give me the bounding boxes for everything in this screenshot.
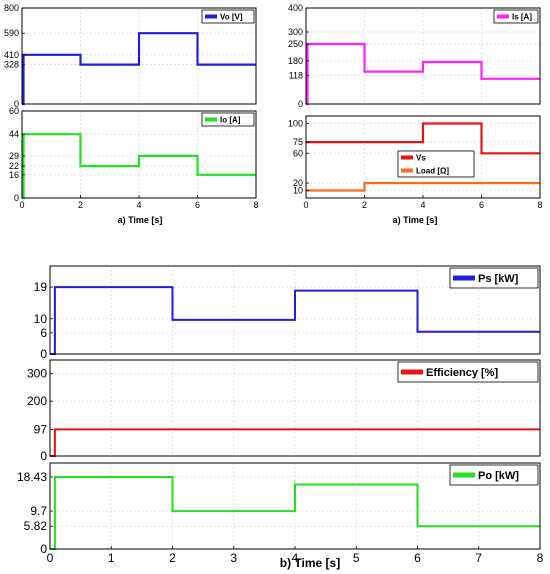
y-tick-label: 250 <box>288 39 303 49</box>
y-tick-label: 0 <box>40 347 47 361</box>
legend-label: Load [Ω] <box>416 167 449 176</box>
legend-box <box>397 361 539 383</box>
x-axis-label-a-right: a) Time [s] <box>393 215 438 225</box>
chart-panel-b-Po: 0 5.829.7 18.43 0 1 2 3 4 5 6 7 8 Po [kW] <box>17 462 544 565</box>
axes-frame <box>49 265 541 355</box>
y-tick-label: 180 <box>288 56 303 66</box>
y-tick-label: 0 <box>14 193 19 203</box>
y-tick-label: 410 <box>4 50 19 60</box>
legend-label: Ps [kW] <box>478 273 519 285</box>
y-tick-label: 29 <box>9 151 19 161</box>
y-tick-label: 44 <box>9 129 19 139</box>
x-tick-label: 2 <box>169 551 176 565</box>
y-tick-label: 328 <box>4 60 19 70</box>
legend-label: Is [A] <box>512 13 532 22</box>
y-tick-label: 16 <box>9 170 19 180</box>
series-line-1 <box>306 182 540 192</box>
y-tick-label: 18.43 <box>17 470 47 484</box>
series-line-0 <box>50 286 540 355</box>
axes-frame <box>21 7 257 105</box>
series-line-0 <box>306 42 540 106</box>
y-tick-label: 0 <box>14 99 19 109</box>
y-tick-label: 0 <box>40 542 47 556</box>
legend-box <box>493 9 539 24</box>
x-tick-label: 6 <box>479 200 484 210</box>
series-line-0 <box>22 32 256 106</box>
legend: Io [A] <box>201 112 255 127</box>
y-tick-label: 10 <box>34 312 48 326</box>
x-tick-label: 7 <box>475 551 482 565</box>
legend: Ps [kW] <box>449 267 539 289</box>
x-tick-label: 0 <box>303 200 308 210</box>
series-line-0 <box>50 476 540 550</box>
x-tick-label: 4 <box>420 200 425 210</box>
x-tick-label: 3 <box>230 551 237 565</box>
chart-panel-a-Is: 0 118 180 250 300 400 Is [A] <box>288 3 541 109</box>
legend-box <box>201 112 255 127</box>
legend: Efficiency [%] <box>397 361 539 383</box>
y-tick-label: 300 <box>27 367 47 381</box>
y-tick-label: 400 <box>288 3 303 13</box>
y-tick-label: 60 <box>9 106 19 116</box>
axes-frame <box>49 359 541 457</box>
legend-box <box>449 267 539 289</box>
y-tick-label: 118 <box>289 71 303 81</box>
x-tick-label: 8 <box>253 200 258 210</box>
legend-label: Vo [V] <box>220 13 243 22</box>
y-tick-label: 0 <box>40 449 47 463</box>
y-tick-label: 9.7 <box>30 504 47 518</box>
x-tick-label: 2 <box>78 200 83 210</box>
chart-panel-b-Efficiency: 0 97 200 300 Efficiency [%] <box>27 359 541 463</box>
y-tick-label: 300 <box>288 27 303 37</box>
legend-box <box>397 150 475 178</box>
legend: Vs Load [Ω] <box>397 150 475 178</box>
y-tick-label: 97 <box>34 422 48 436</box>
y-tick-label: 100 <box>288 118 303 128</box>
x-tick-label: 8 <box>537 551 544 565</box>
x-tick-label: 5 <box>353 551 360 565</box>
x-tick-label: 2 <box>362 200 367 210</box>
y-tick-label: 590 <box>4 28 19 38</box>
y-tick-label: 800 <box>4 3 19 13</box>
legend-label: Vs <box>416 154 426 163</box>
legend-label: Io [A] <box>220 116 241 125</box>
x-axis-label-a-left: a) Time [s] <box>118 215 163 225</box>
y-tick-label: 5.82 <box>24 519 48 533</box>
chart-panel-b-Ps: 0 610 19 Ps [kW] <box>34 265 541 361</box>
legend: Po [kW] <box>449 464 539 486</box>
x-tick-label: 1 <box>108 551 115 565</box>
y-tick-label: 200 <box>27 394 47 408</box>
y-tick-label: 19 <box>34 280 48 294</box>
y-tick-label: 22 <box>9 161 19 171</box>
x-tick-label: 6 <box>195 200 200 210</box>
x-tick-label: 0 <box>47 551 54 565</box>
x-tick-label: 8 <box>537 200 542 210</box>
x-tick-label: 0 <box>19 200 24 210</box>
x-tick-label: 6 <box>414 551 421 565</box>
y-tick-label: 6 <box>40 326 47 340</box>
legend-label: Po [kW] <box>478 470 519 482</box>
y-tick-label: 75 <box>293 137 303 147</box>
legend-label: Efficiency [%] <box>426 367 498 379</box>
legend-box <box>201 9 255 24</box>
y-tick-label: 10 <box>293 186 303 196</box>
series-line-0 <box>306 122 540 155</box>
x-tick-label: 4 <box>292 551 299 565</box>
x-tick-label: 4 <box>136 200 141 210</box>
axes-frame <box>305 7 541 105</box>
y-tick-label: 20 <box>293 178 303 188</box>
x-axis-label-b: b) Time [s] <box>280 556 340 570</box>
legend-box <box>449 464 539 486</box>
y-tick-label: 0 <box>298 99 303 109</box>
legend: Vo [V] <box>201 9 255 24</box>
legend: Is [A] <box>493 9 539 24</box>
y-tick-label: 60 <box>293 148 303 158</box>
